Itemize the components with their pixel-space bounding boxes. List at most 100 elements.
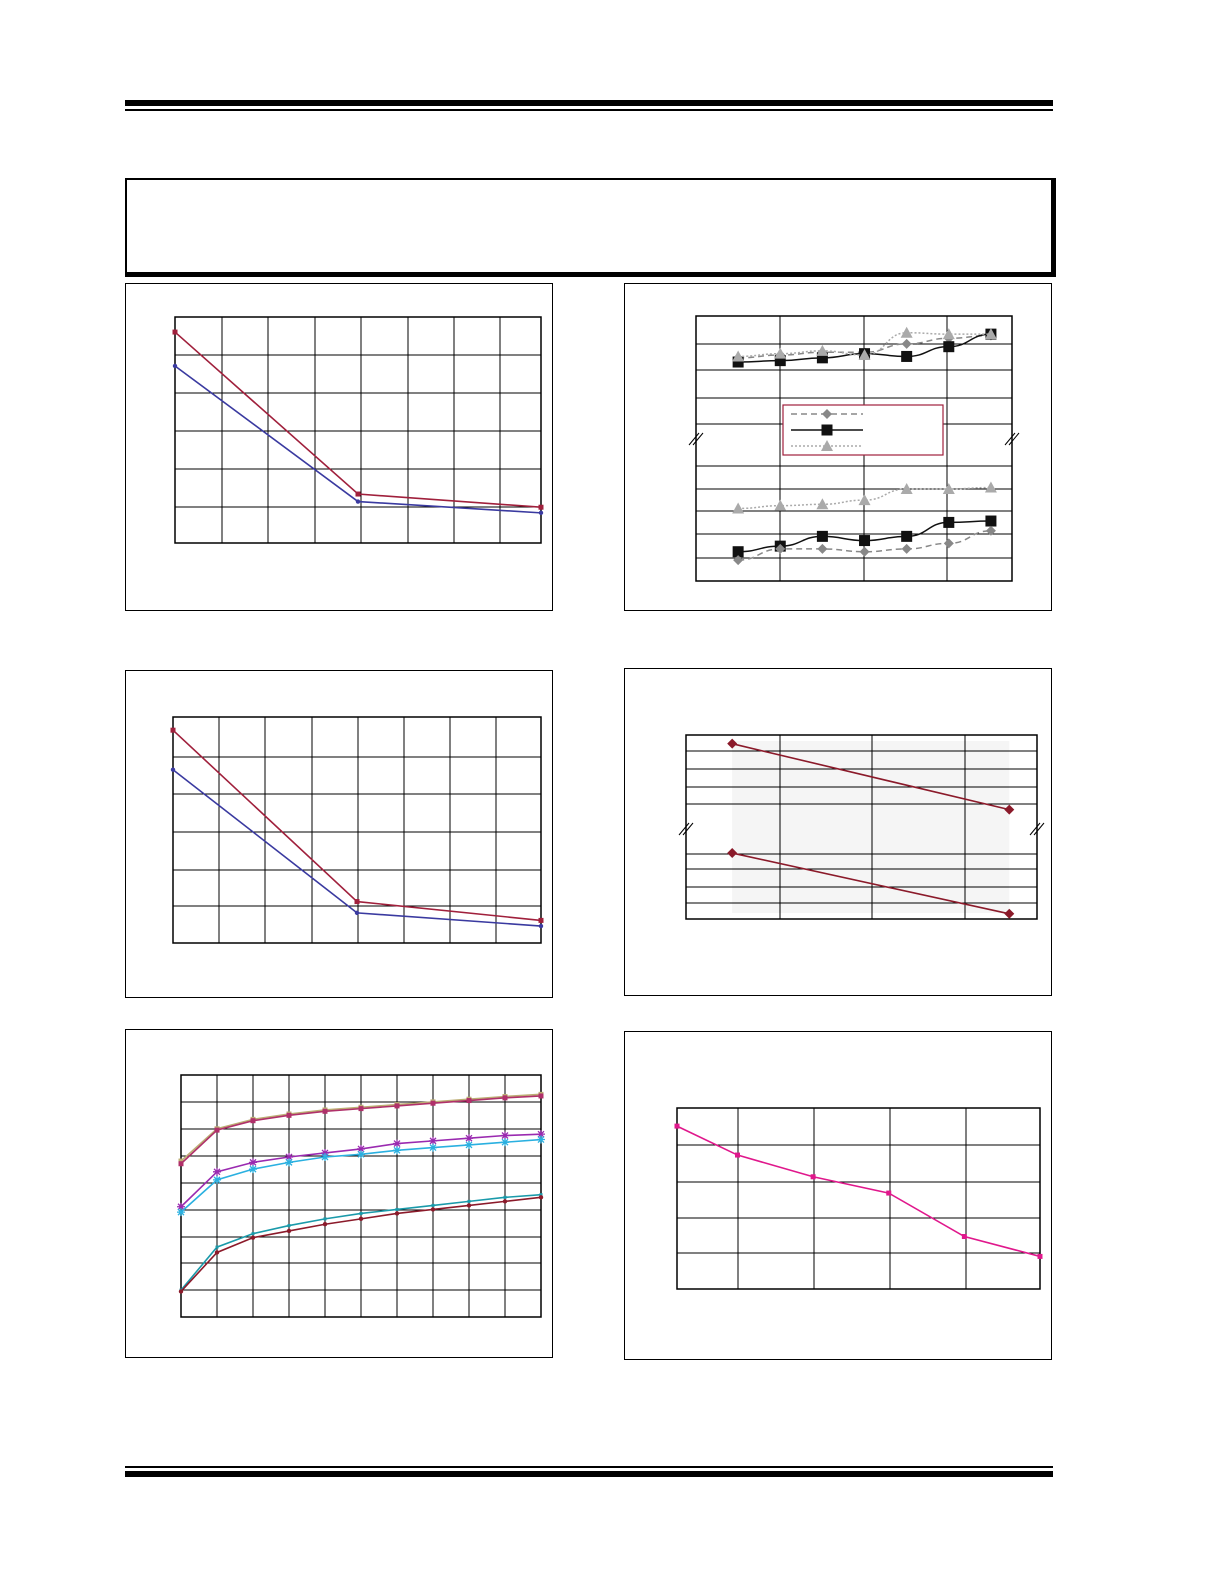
data-point [538,1093,544,1099]
data-point [859,546,870,557]
data-point [285,1153,293,1162]
series-line [172,729,542,922]
data-point [538,1195,544,1200]
data-point [503,1195,507,1199]
series-line [676,1125,1041,1258]
series-2 [727,848,1015,919]
data-point [816,498,829,510]
legend-marker [821,440,833,451]
series-1 [170,727,544,923]
data-point [213,1175,221,1184]
data-point [170,767,176,772]
data-point [170,727,176,733]
data-point [467,1199,471,1203]
legend-marker [821,424,833,436]
data-point [214,1127,220,1133]
footer-rule-thick [125,1471,1053,1477]
data-point [358,1216,364,1222]
data-point [727,738,738,749]
data-point [1004,908,1015,919]
shaded-region [732,741,1010,913]
grid [172,716,542,944]
data-point [395,1207,399,1211]
axis-break-right [1029,822,1045,836]
plot-frame [172,716,542,944]
data-point [466,1203,472,1208]
data-point [393,1146,401,1155]
data-point [538,917,544,923]
series-6 [178,1195,544,1294]
series-line [731,742,1010,811]
data-point [732,502,745,514]
data-point [984,481,997,493]
series-1 [674,1123,1043,1259]
data-point [1004,804,1015,815]
plot-frame [695,315,1013,582]
data-point [727,848,738,859]
data-point [354,910,360,916]
data-point [178,1161,184,1167]
data-point [1037,1253,1043,1259]
chart-6 [674,1107,1043,1290]
data-point [285,1158,293,1167]
data-point [901,350,913,362]
data-point [901,530,913,542]
data-point [466,1098,472,1104]
data-point [961,1234,967,1240]
series-line [174,365,542,514]
data-point [901,543,912,554]
data-point [465,1134,473,1143]
data-point [357,1150,365,1159]
data-point [501,1138,509,1147]
data-point [430,1100,436,1106]
data-point [177,1202,185,1211]
chart-panel-3 [125,670,553,998]
data-point [816,530,828,542]
data-point [733,555,744,566]
data-point [321,1148,329,1157]
data-point [858,494,871,506]
chart-4 [678,734,1045,920]
data-point [250,1235,256,1240]
data-point [817,543,828,554]
data-point [355,499,361,504]
series-line [732,852,1010,915]
footer-rule-thin [125,1466,1053,1468]
data-point [984,328,997,340]
data-point [502,1199,508,1204]
data-point [354,899,360,905]
data-point [393,1139,401,1148]
data-point [732,350,745,362]
data-point [213,1167,221,1176]
data-point [810,1174,816,1180]
series-6 [733,525,996,566]
data-point [250,1118,256,1124]
data-point [286,1228,292,1234]
chart-3 [170,716,544,944]
data-point [287,1224,291,1228]
chart-5 [177,1074,545,1318]
data-point [251,1232,255,1236]
series-line [174,331,542,509]
data-point [859,535,871,547]
data-point [249,1158,257,1167]
series-4 [732,481,997,514]
data-point [394,1211,400,1216]
data-point [172,329,178,335]
axis-break-right [1004,432,1020,446]
data-point [985,525,996,536]
series-2 [178,1093,544,1167]
series-1 [727,738,1015,815]
data-point [539,1193,543,1197]
data-point [429,1143,437,1152]
data-point [900,326,913,338]
data-point [943,516,955,528]
data-point [900,482,913,494]
data-point [322,1108,328,1114]
chart-panel-6 [624,1031,1052,1360]
data-point [323,1217,327,1221]
data-point [942,482,955,494]
data-point [537,1135,545,1144]
data-point [214,1250,220,1255]
data-point [774,347,787,359]
